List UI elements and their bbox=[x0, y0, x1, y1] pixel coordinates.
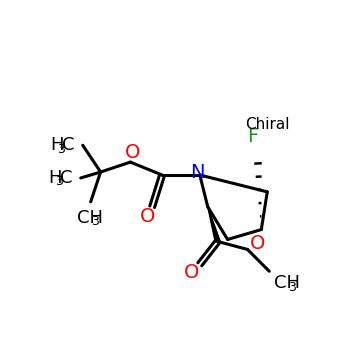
Text: H: H bbox=[48, 169, 62, 187]
Text: 3: 3 bbox=[55, 175, 63, 188]
Text: O: O bbox=[250, 234, 265, 253]
Text: O: O bbox=[140, 207, 155, 226]
Text: F: F bbox=[247, 127, 258, 146]
Text: Chiral: Chiral bbox=[245, 117, 289, 132]
Text: 3: 3 bbox=[57, 143, 65, 156]
Text: O: O bbox=[125, 143, 140, 162]
Text: N: N bbox=[190, 162, 205, 182]
Text: 3: 3 bbox=[91, 215, 99, 228]
Text: O: O bbox=[184, 263, 199, 282]
Text: C: C bbox=[60, 169, 72, 187]
Text: C: C bbox=[62, 136, 75, 154]
Text: H: H bbox=[50, 136, 63, 154]
Text: CH: CH bbox=[274, 274, 300, 292]
Text: CH: CH bbox=[77, 209, 103, 227]
Text: 3: 3 bbox=[288, 281, 296, 294]
Polygon shape bbox=[208, 207, 220, 242]
